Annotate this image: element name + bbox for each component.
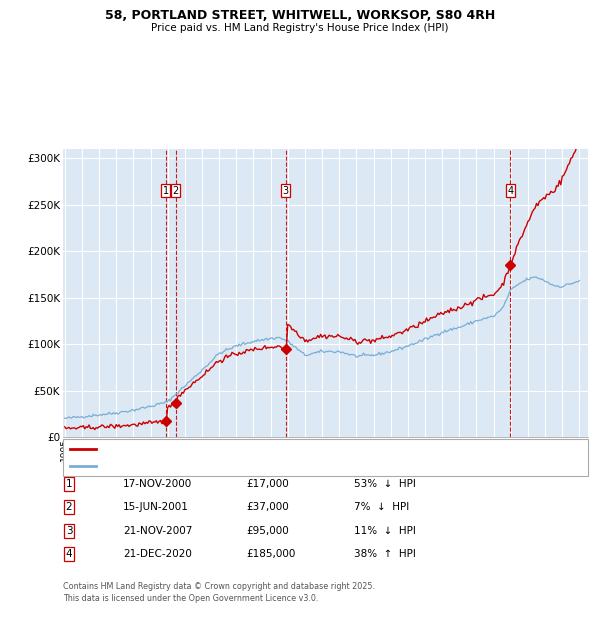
Text: HPI: Average price, semi-detached house, Bolsover: HPI: Average price, semi-detached house,… bbox=[101, 461, 332, 470]
Text: 4: 4 bbox=[507, 185, 514, 196]
Text: 4: 4 bbox=[65, 549, 73, 559]
Text: 1: 1 bbox=[65, 479, 73, 489]
Text: £17,000: £17,000 bbox=[246, 479, 289, 489]
Text: 58, PORTLAND STREET, WHITWELL, WORKSOP, S80 4RH (semi-detached house): 58, PORTLAND STREET, WHITWELL, WORKSOP, … bbox=[101, 445, 461, 453]
Text: This data is licensed under the Open Government Licence v3.0.: This data is licensed under the Open Gov… bbox=[63, 593, 319, 603]
Text: £95,000: £95,000 bbox=[246, 526, 289, 536]
Text: 1: 1 bbox=[163, 185, 169, 196]
Text: 2: 2 bbox=[65, 502, 73, 512]
Text: Price paid vs. HM Land Registry's House Price Index (HPI): Price paid vs. HM Land Registry's House … bbox=[151, 23, 449, 33]
Text: £37,000: £37,000 bbox=[246, 502, 289, 512]
Text: 53%  ↓  HPI: 53% ↓ HPI bbox=[354, 479, 416, 489]
Text: £185,000: £185,000 bbox=[246, 549, 295, 559]
Text: 17-NOV-2000: 17-NOV-2000 bbox=[123, 479, 192, 489]
Text: 7%  ↓  HPI: 7% ↓ HPI bbox=[354, 502, 409, 512]
Text: 11%  ↓  HPI: 11% ↓ HPI bbox=[354, 526, 416, 536]
Text: 21-DEC-2020: 21-DEC-2020 bbox=[123, 549, 192, 559]
Text: 3: 3 bbox=[65, 526, 73, 536]
Text: Contains HM Land Registry data © Crown copyright and database right 2025.: Contains HM Land Registry data © Crown c… bbox=[63, 582, 375, 591]
Text: 38%  ↑  HPI: 38% ↑ HPI bbox=[354, 549, 416, 559]
Text: 58, PORTLAND STREET, WHITWELL, WORKSOP, S80 4RH: 58, PORTLAND STREET, WHITWELL, WORKSOP, … bbox=[105, 9, 495, 22]
Text: 3: 3 bbox=[283, 185, 289, 196]
Text: 15-JUN-2001: 15-JUN-2001 bbox=[123, 502, 189, 512]
Text: 21-NOV-2007: 21-NOV-2007 bbox=[123, 526, 193, 536]
Text: 2: 2 bbox=[172, 185, 179, 196]
